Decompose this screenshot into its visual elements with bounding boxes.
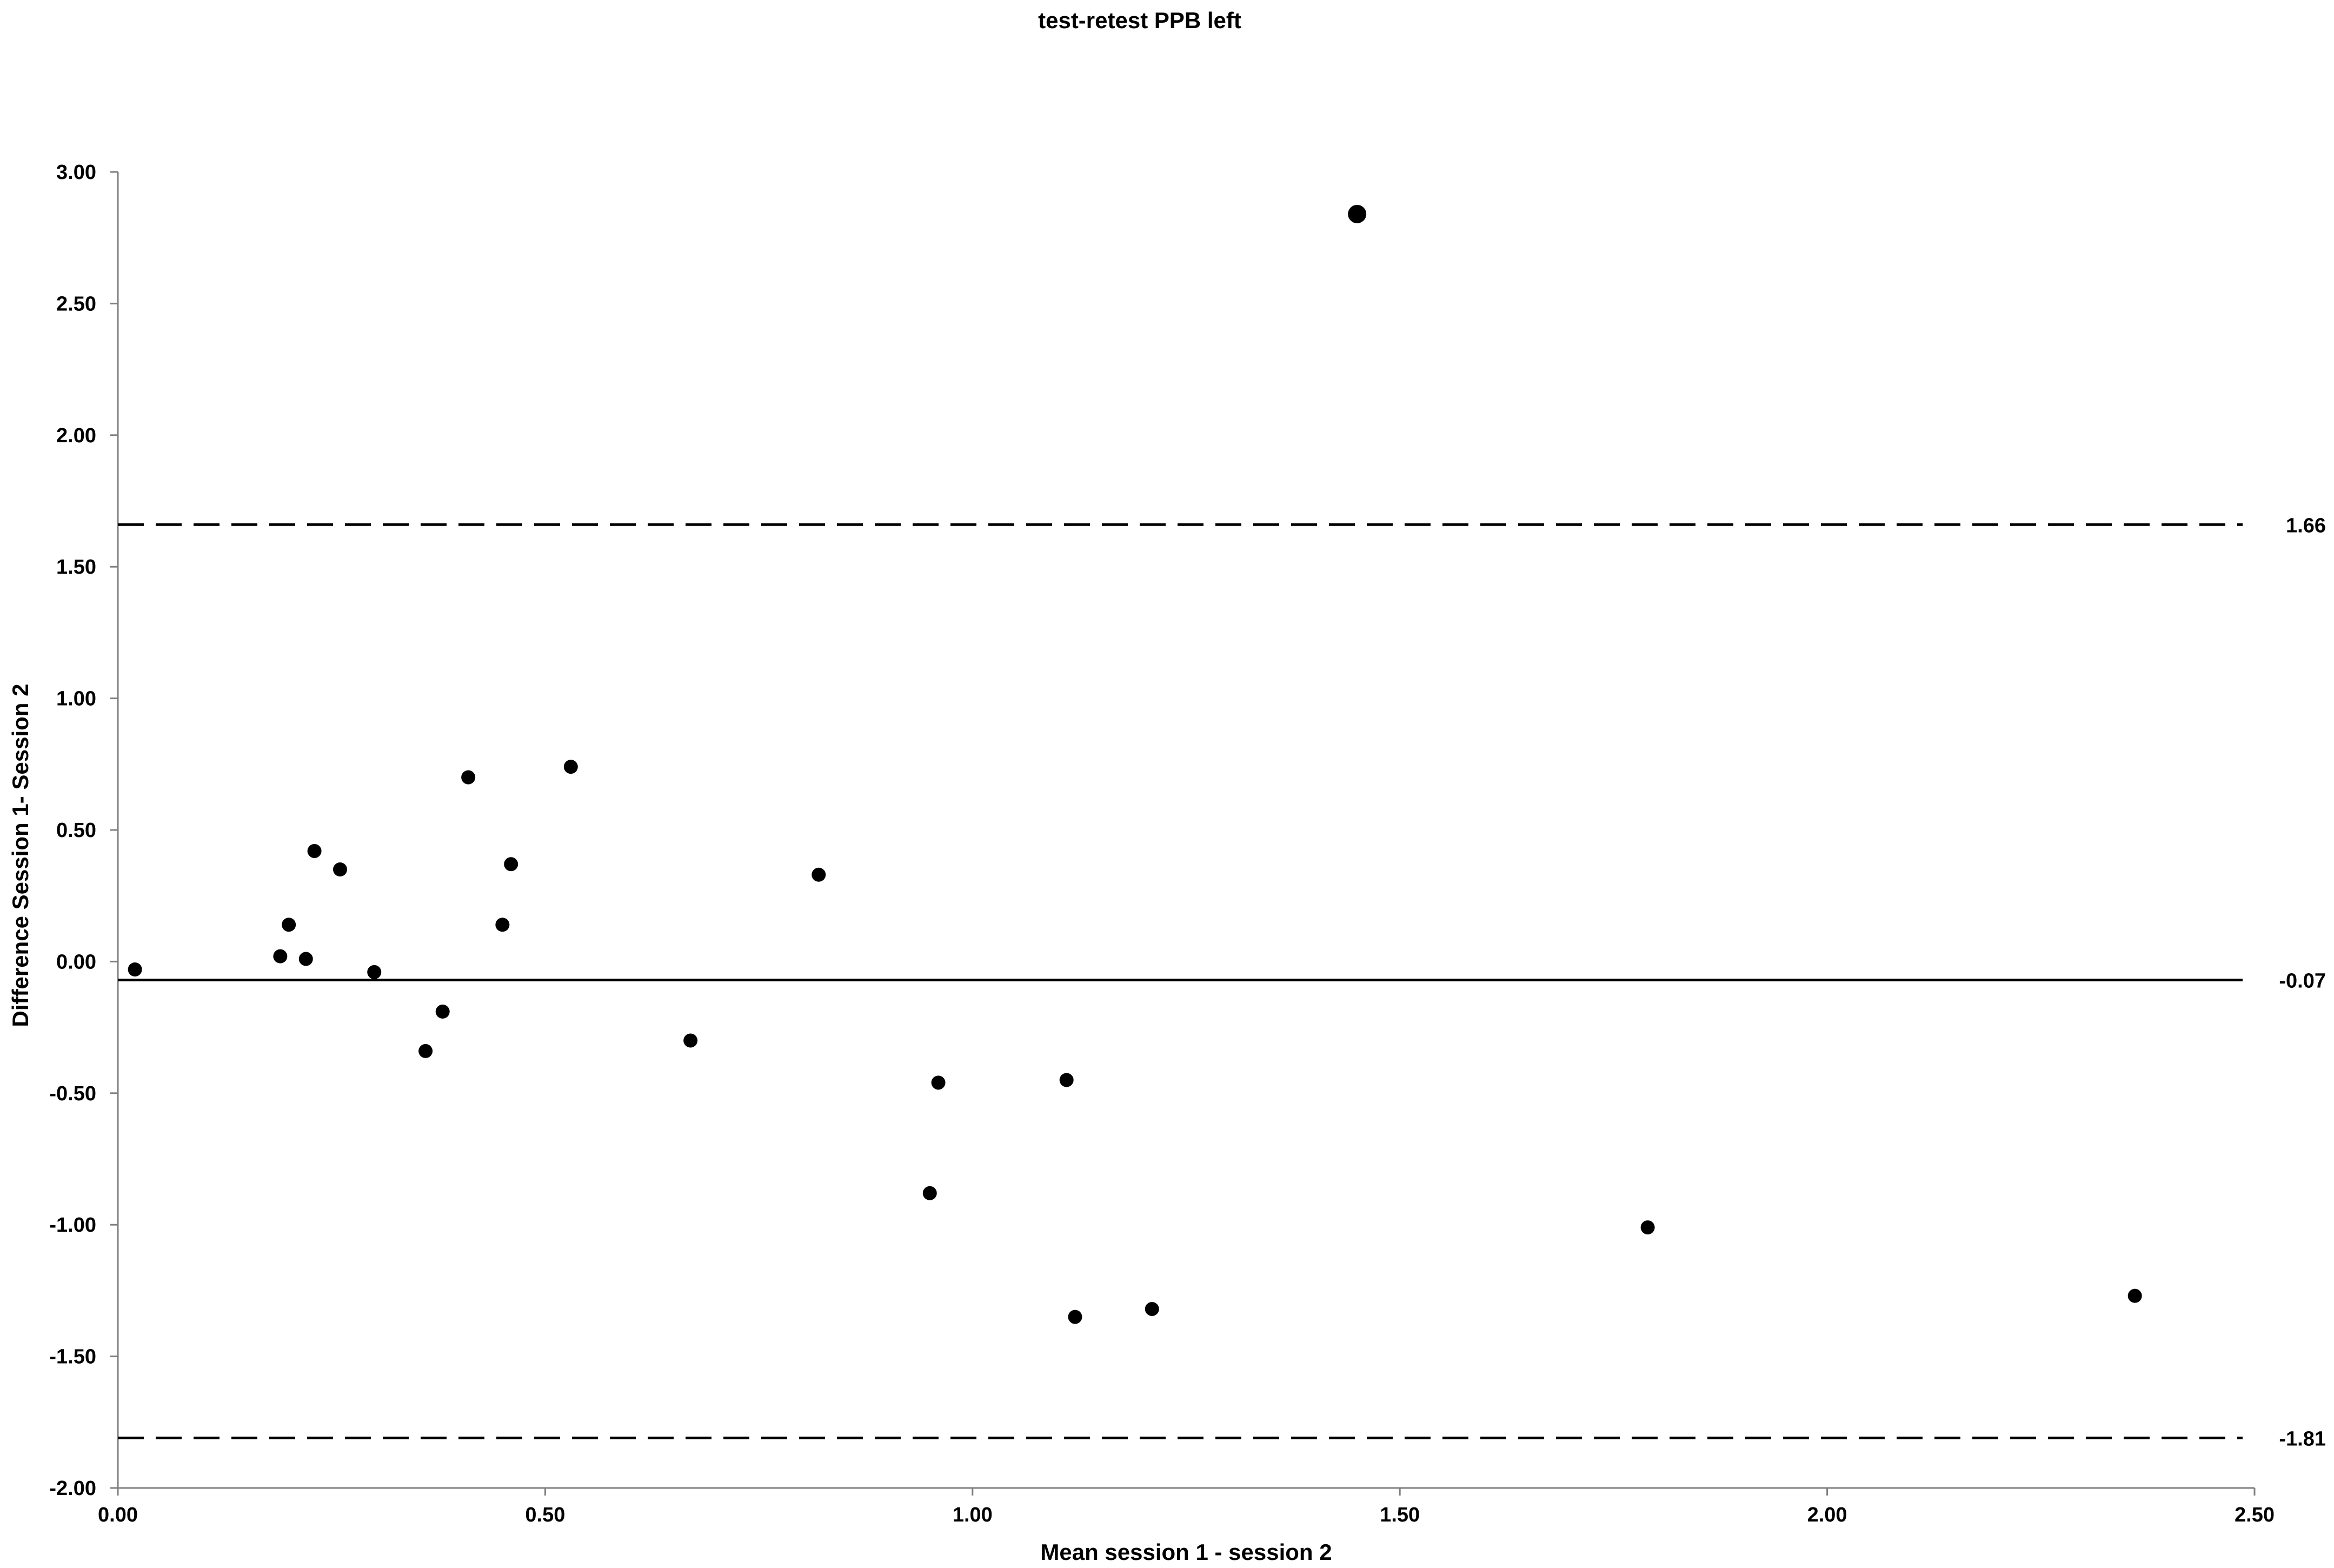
y-tick-label: -1.50: [49, 1346, 96, 1368]
data-points: [128, 204, 2142, 1324]
y-tick-label: 0.50: [56, 819, 96, 842]
y-tick-label: -2.00: [49, 1477, 96, 1500]
x-tick-label: 1.50: [1380, 1504, 1420, 1526]
data-point: [461, 770, 476, 785]
y-tick-label: 0.00: [56, 951, 96, 973]
data-point: [931, 1075, 946, 1090]
data-point: [435, 1004, 450, 1019]
data-point: [298, 952, 313, 966]
y-axis-title: Difference Session 1- Session 2: [8, 684, 33, 1027]
data-point: [2127, 1288, 2142, 1303]
x-tick-label: 0.50: [525, 1504, 565, 1526]
data-point: [1068, 1310, 1082, 1324]
x-tick-label: 0.00: [98, 1504, 138, 1526]
data-point: [683, 1033, 698, 1048]
data-point: [504, 857, 518, 872]
y-axis-ticks: 3.00 2.50 2.00 1.50 1.00 0.50 0.00 -0.50 -1.00 -1…: [49, 161, 118, 1500]
x-tick-label: 1.00: [953, 1504, 993, 1526]
reference-line-label: 1.66: [2286, 514, 2326, 537]
data-point: [495, 918, 510, 932]
y-tick-label: 2.50: [56, 293, 96, 315]
data-point: [282, 918, 296, 932]
data-point: [812, 867, 826, 882]
x-axis-ticks: 0.00 0.50 1.00 1.50 2.00 2.50: [98, 1488, 2275, 1526]
data-point: [307, 843, 322, 858]
x-tick-label: 2.00: [1807, 1504, 1847, 1526]
data-point: [333, 862, 348, 877]
data-point: [1145, 1301, 1159, 1316]
data-point: [922, 1186, 937, 1200]
x-axis-title: Mean session 1 - session 2: [1040, 1539, 1332, 1565]
data-point: [273, 949, 288, 964]
y-tick-label: -1.00: [49, 1214, 96, 1237]
x-tick-label: 2.50: [2235, 1504, 2275, 1526]
chart-title: test-retest PPB left: [1038, 8, 1241, 33]
y-tick-label: 2.00: [56, 424, 96, 447]
y-tick-label: 3.00: [56, 161, 96, 184]
data-point: [418, 1044, 433, 1058]
data-point: [563, 760, 578, 774]
data-point: [1059, 1073, 1074, 1087]
data-point: [128, 962, 142, 977]
reference-line-label: -0.07: [2279, 969, 2326, 992]
y-tick-label: 1.50: [56, 556, 96, 579]
data-point: [367, 965, 382, 979]
data-point: [1640, 1220, 1655, 1235]
y-tick-label: -0.50: [49, 1082, 96, 1105]
reference-lines: 1.66 -0.07 -1.81: [118, 514, 2326, 1451]
reference-line-label: -1.81: [2279, 1428, 2326, 1451]
y-tick-label: 1.00: [56, 688, 96, 710]
data-point: [1348, 204, 1367, 223]
axes: [117, 172, 2255, 1489]
